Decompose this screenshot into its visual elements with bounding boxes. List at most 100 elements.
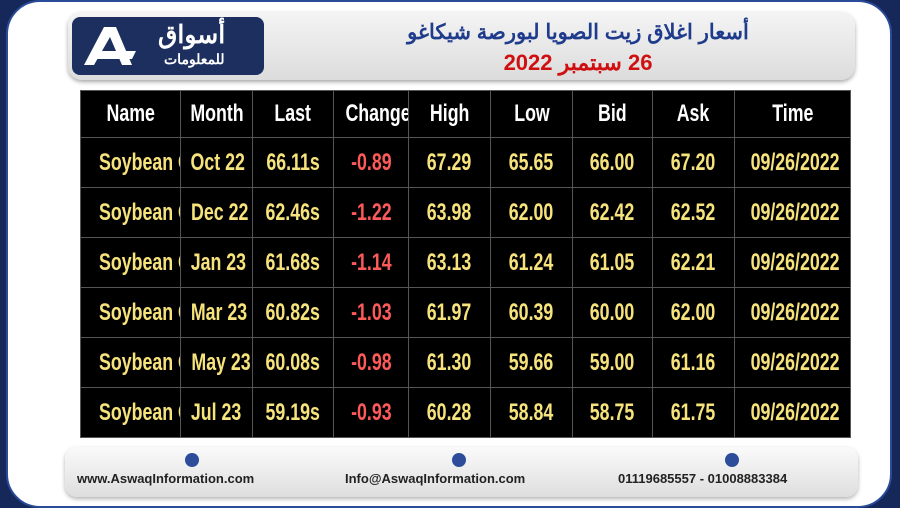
table-cell-text: Soybean Oil [99, 348, 179, 376]
table-cell: 62.46s [252, 187, 334, 238]
table-cell: 67.20 [652, 137, 735, 188]
table-cell-text: 61.30 [427, 348, 472, 376]
table-cell-text: 09/26/2022 [750, 248, 840, 276]
table-cell: 09/26/2022 [734, 237, 851, 288]
table-cell-text: 62.21 [671, 248, 716, 276]
table-cell: 09/26/2022 [734, 187, 851, 238]
table-row: Soybean Oil Oct 22 66.11s -0.89 67.29 65.65 66… [80, 137, 851, 188]
price-table: Name Month Last Change High Low Bid Ask Time Soy… [80, 90, 851, 438]
table-cell-text: -0.98 [350, 348, 392, 376]
phones: 01119685557 - 01008883384 [618, 471, 788, 486]
table-cell: 61.97 [408, 287, 491, 338]
table-cell-text: Soybean Oil [99, 198, 179, 226]
column-header: Month [180, 90, 253, 138]
table-cell-text: Jul 23 [191, 398, 242, 426]
table-cell-text: 60.39 [509, 298, 554, 326]
table-cell: 09/26/2022 [734, 287, 851, 338]
table-cell: 61.68s [252, 237, 334, 288]
table-cell-text: 66.00 [590, 148, 635, 176]
table-cell-text: 09/26/2022 [750, 348, 840, 376]
table-cell-text: 60.28 [427, 398, 472, 426]
title: أسعار اغلاق زيت الصويا لبورصة شيكاغو [407, 21, 749, 44]
table-cell-text: 61.05 [590, 248, 635, 276]
footer: www.AswaqInformation.com Info@AswaqInfor… [65, 447, 858, 497]
table-cell-text: 66.11s [266, 148, 320, 176]
table-cell: 60.00 [572, 287, 653, 338]
column-header: Bid [572, 90, 653, 138]
table-cell: 61.16 [652, 337, 735, 388]
table-cell: -0.89 [333, 137, 409, 188]
table-row: Soybean Oil Jan 23 61.68s -1.14 63.13 61.24 61… [80, 237, 851, 288]
table-cell: May 23 [180, 337, 253, 388]
table-cell-text: -1.14 [350, 248, 392, 276]
table-cell: 09/26/2022 [734, 137, 851, 188]
column-header-text: Month [190, 100, 244, 127]
table-cell: 62.52 [652, 187, 735, 238]
table-cell: Jul 23 [180, 387, 253, 438]
table-cell-text: -1.03 [350, 298, 392, 326]
table-cell: 09/26/2022 [734, 387, 851, 438]
table-cell-text: 09/26/2022 [750, 198, 840, 226]
table-cell-text: 09/26/2022 [750, 298, 840, 326]
table-cell: Mar 23 [180, 287, 253, 338]
table-cell: Soybean Oil [80, 237, 181, 288]
table-cell-text: 58.84 [509, 398, 554, 426]
column-header: Name [80, 90, 181, 138]
phone-icon [725, 453, 739, 467]
table-cell: 60.39 [490, 287, 573, 338]
table-cell-text: 59.66 [509, 348, 554, 376]
table-cell: 61.24 [490, 237, 573, 288]
logo-subtitle: للمعلومات [164, 51, 225, 67]
table-cell: 59.19s [252, 387, 334, 438]
table-cell: 61.30 [408, 337, 491, 388]
table-cell-text: 62.46s [265, 198, 321, 226]
table-cell-text: -0.89 [350, 148, 392, 176]
table-cell: 58.84 [490, 387, 573, 438]
table-cell-text: 61.24 [509, 248, 554, 276]
table-cell: 60.08s [252, 337, 334, 388]
table-cell: 65.65 [490, 137, 573, 188]
table-cell: 63.98 [408, 187, 491, 238]
table-cell-text: Oct 22 [190, 148, 245, 176]
table-cell-text: 60.08s [265, 348, 321, 376]
table-cell: Jan 23 [180, 237, 253, 288]
header-row: Name Month Last Change High Low Bid Ask Time [80, 90, 851, 138]
table-cell-text: 67.20 [671, 148, 716, 176]
table-row: Soybean Oil Dec 22 62.46s -1.22 63.98 62.00 62… [80, 187, 851, 238]
column-header-text: Bid [598, 100, 627, 127]
web-icon [185, 453, 199, 467]
column-header-text: Ask [677, 100, 710, 127]
table-cell: -1.14 [333, 237, 409, 288]
table-cell-text: 62.00 [509, 198, 554, 226]
table-cell: 62.42 [572, 187, 653, 238]
table-cell-text: 61.97 [427, 298, 472, 326]
table-cell: 60.82s [252, 287, 334, 338]
table-cell-text: 61.75 [671, 398, 716, 426]
column-header: Last [252, 90, 334, 138]
table-cell-text: 62.00 [671, 298, 716, 326]
table-cell-text: 60.00 [590, 298, 635, 326]
logo-title: أسواق [158, 21, 226, 49]
table-cell: 58.75 [572, 387, 653, 438]
table-cell: 09/26/2022 [734, 337, 851, 388]
table-cell-text: May 23 [191, 348, 251, 376]
table-cell: 61.05 [572, 237, 653, 288]
table-cell: 66.00 [572, 137, 653, 188]
column-header-text: Last [274, 100, 312, 127]
table-cell-text: Soybean Oil [99, 398, 179, 426]
table-cell: -0.93 [333, 387, 409, 438]
table-row: Soybean Oil May 23 60.08s -0.98 61.30 59.66 59… [80, 337, 851, 388]
table-cell: 67.29 [408, 137, 491, 188]
table-cell-text: 63.13 [427, 248, 472, 276]
date: 26 سبتمبر 2022 [503, 50, 653, 75]
table-cell: 61.75 [652, 387, 735, 438]
table-cell-text: 09/26/2022 [750, 398, 840, 426]
table-cell: Soybean Oil [80, 387, 181, 438]
table-cell: 66.11s [252, 137, 334, 188]
table-cell-text: Soybean Oil [99, 298, 179, 326]
website: www.AswaqInformation.com [77, 471, 255, 486]
mail-icon [452, 453, 466, 467]
table-cell: Oct 22 [180, 137, 253, 188]
table-cell: Soybean Oil [80, 337, 181, 388]
